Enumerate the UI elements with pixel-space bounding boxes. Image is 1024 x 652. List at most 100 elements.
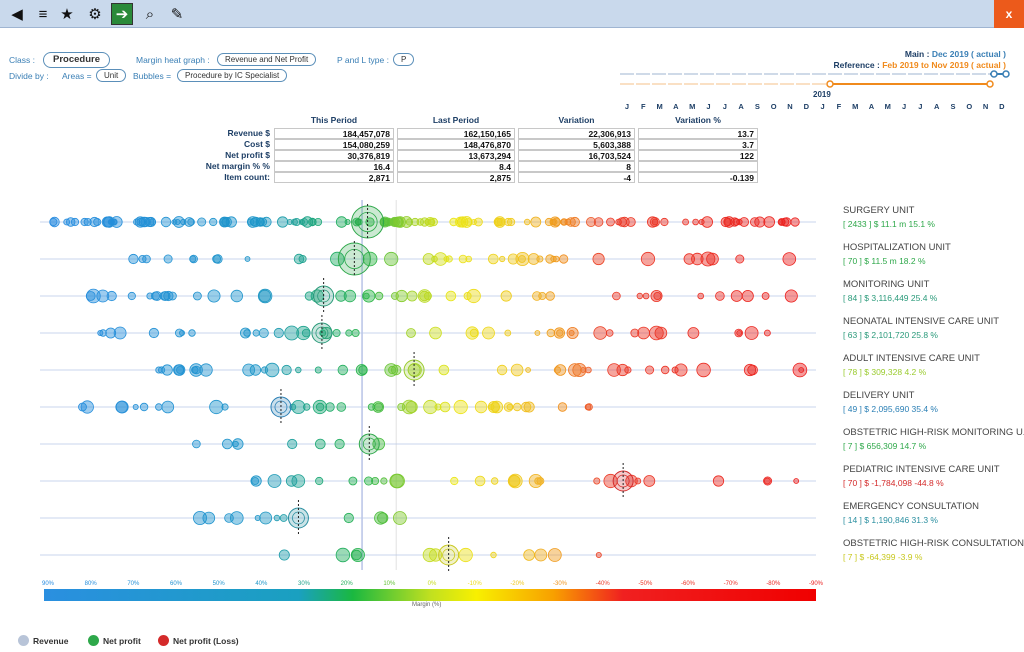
procedure-bubble[interactable] [534,477,542,485]
procedure-bubble[interactable] [304,291,314,301]
procedure-bubble[interactable] [504,329,512,337]
procedure-bubble[interactable] [650,290,663,303]
procedure-bubble[interactable] [110,218,118,226]
procedure-bubble[interactable] [244,256,251,262]
procedure-bubble[interactable] [793,478,800,484]
procedure-bubble[interactable] [646,216,659,228]
procedure-bubble[interactable] [202,511,216,525]
procedure-bubble[interactable] [640,251,656,267]
procedure-bubble[interactable] [303,403,311,411]
procedure-bubble[interactable] [508,475,521,487]
procedure-bubble[interactable] [247,216,259,228]
procedure-bubble[interactable] [243,329,251,337]
procedure-bubble[interactable] [144,216,155,227]
procedure-bubble[interactable] [450,476,459,486]
procedure-bubble[interactable] [530,216,542,228]
class-selector[interactable]: Procedure [43,52,110,68]
procedure-bubble[interactable] [730,290,743,302]
procedure-bubble[interactable] [70,217,80,227]
procedure-bubble[interactable] [445,290,457,302]
procedure-bubble[interactable] [496,364,508,376]
procedure-bubble[interactable] [132,403,139,410]
procedure-bubble[interactable] [252,329,260,337]
procedure-bubble[interactable] [293,253,305,265]
procedure-bubble[interactable] [654,326,668,340]
procedure-bubble[interactable] [460,216,473,228]
procedure-bubble[interactable] [518,255,526,263]
procedure-bubble[interactable] [155,403,163,411]
procedure-bubble[interactable] [683,253,696,265]
procedure-bubble[interactable] [429,326,442,340]
procedure-bubble[interactable] [423,292,432,301]
margin-heat-graph[interactable] [0,195,840,575]
procedure-bubble[interactable] [287,438,298,450]
procedure-bubble[interactable] [538,292,547,301]
procedure-bubble[interactable] [523,401,535,413]
procedure-bubble[interactable] [593,326,607,340]
unit-name[interactable]: MONITORING UNIT [843,279,930,290]
procedure-bubble[interactable] [264,362,280,378]
procedure-bubble[interactable] [550,255,557,263]
procedure-bubble[interactable] [273,514,281,522]
procedure-bubble[interactable] [160,291,171,301]
month-label[interactable]: J [902,102,907,111]
procedure-bubble[interactable] [279,514,288,522]
procedure-bubble[interactable] [400,216,413,228]
procedure-bubble[interactable] [174,328,184,338]
procedure-bubble[interactable] [792,362,808,378]
procedure-bubble[interactable] [439,401,451,413]
procedure-bubble[interactable] [691,252,704,266]
procedure-bubble[interactable] [192,439,201,449]
unit-name[interactable]: ADULT INTENSIVE CARE UNIT [843,353,980,364]
procedure-bubble[interactable] [146,292,154,300]
procedure-bubble[interactable] [606,217,615,227]
procedure-bubble[interactable] [585,403,593,411]
procedure-bubble[interactable] [406,328,416,338]
procedure-bubble[interactable] [777,218,786,226]
procedure-bubble[interactable] [510,363,524,377]
month-label[interactable]: J [624,102,630,111]
unit-name[interactable]: OBSTETRIC HIGH-RISK MONITORING U... [843,427,1024,438]
procedure-bubble[interactable] [374,511,388,525]
procedure-bubble[interactable] [374,402,384,412]
procedure-bubble[interactable] [382,218,390,226]
procedure-bubble[interactable] [393,217,403,227]
procedure-bubble[interactable] [534,330,541,336]
procedure-bubble[interactable] [754,216,766,228]
procedure-bubble[interactable] [291,474,306,488]
procedure-bubble[interactable] [637,326,650,340]
close-button[interactable]: x [994,0,1024,28]
procedure-bubble[interactable] [80,217,89,227]
procedure-bubble[interactable] [284,325,300,341]
procedure-bubble[interactable] [138,255,147,264]
procedure-bubble[interactable] [568,363,582,377]
procedure-bubble[interactable] [547,548,562,562]
procedure-bubble[interactable] [355,218,363,226]
procedure-bubble[interactable] [580,367,586,373]
procedure-bubble[interactable] [682,218,689,226]
procedure-bubble[interactable] [106,290,117,302]
procedure-bubble[interactable] [139,402,149,412]
procedure-bubble[interactable] [616,363,629,377]
procedure-bubble[interactable] [89,216,100,228]
procedure-bubble[interactable] [559,254,569,264]
procedure-bubble[interactable] [309,218,317,226]
procedure-bubble[interactable] [351,328,360,337]
procedure-bubble[interactable] [422,547,437,563]
procedure-bubble[interactable] [371,476,380,485]
procedure-bubble[interactable] [466,288,481,304]
procedure-bubble[interactable] [761,292,770,300]
month-label[interactable]: N [982,102,989,111]
procedure-bubble[interactable] [469,328,479,338]
procedure-bubble[interactable] [712,475,725,487]
month-label[interactable]: F [641,102,646,111]
procedure-bubble[interactable] [258,217,268,227]
procedure-bubble[interactable] [140,216,151,228]
procedure-bubble[interactable] [781,217,792,227]
procedure-bubble[interactable] [80,400,94,414]
unit-name[interactable]: EMERGENCY CONSULTATION [843,501,980,512]
procedure-bubble[interactable] [661,365,670,375]
procedure-bubble[interactable] [148,327,159,339]
procedure-bubble[interactable] [741,290,754,303]
areas-selector[interactable]: Unit [96,69,127,82]
